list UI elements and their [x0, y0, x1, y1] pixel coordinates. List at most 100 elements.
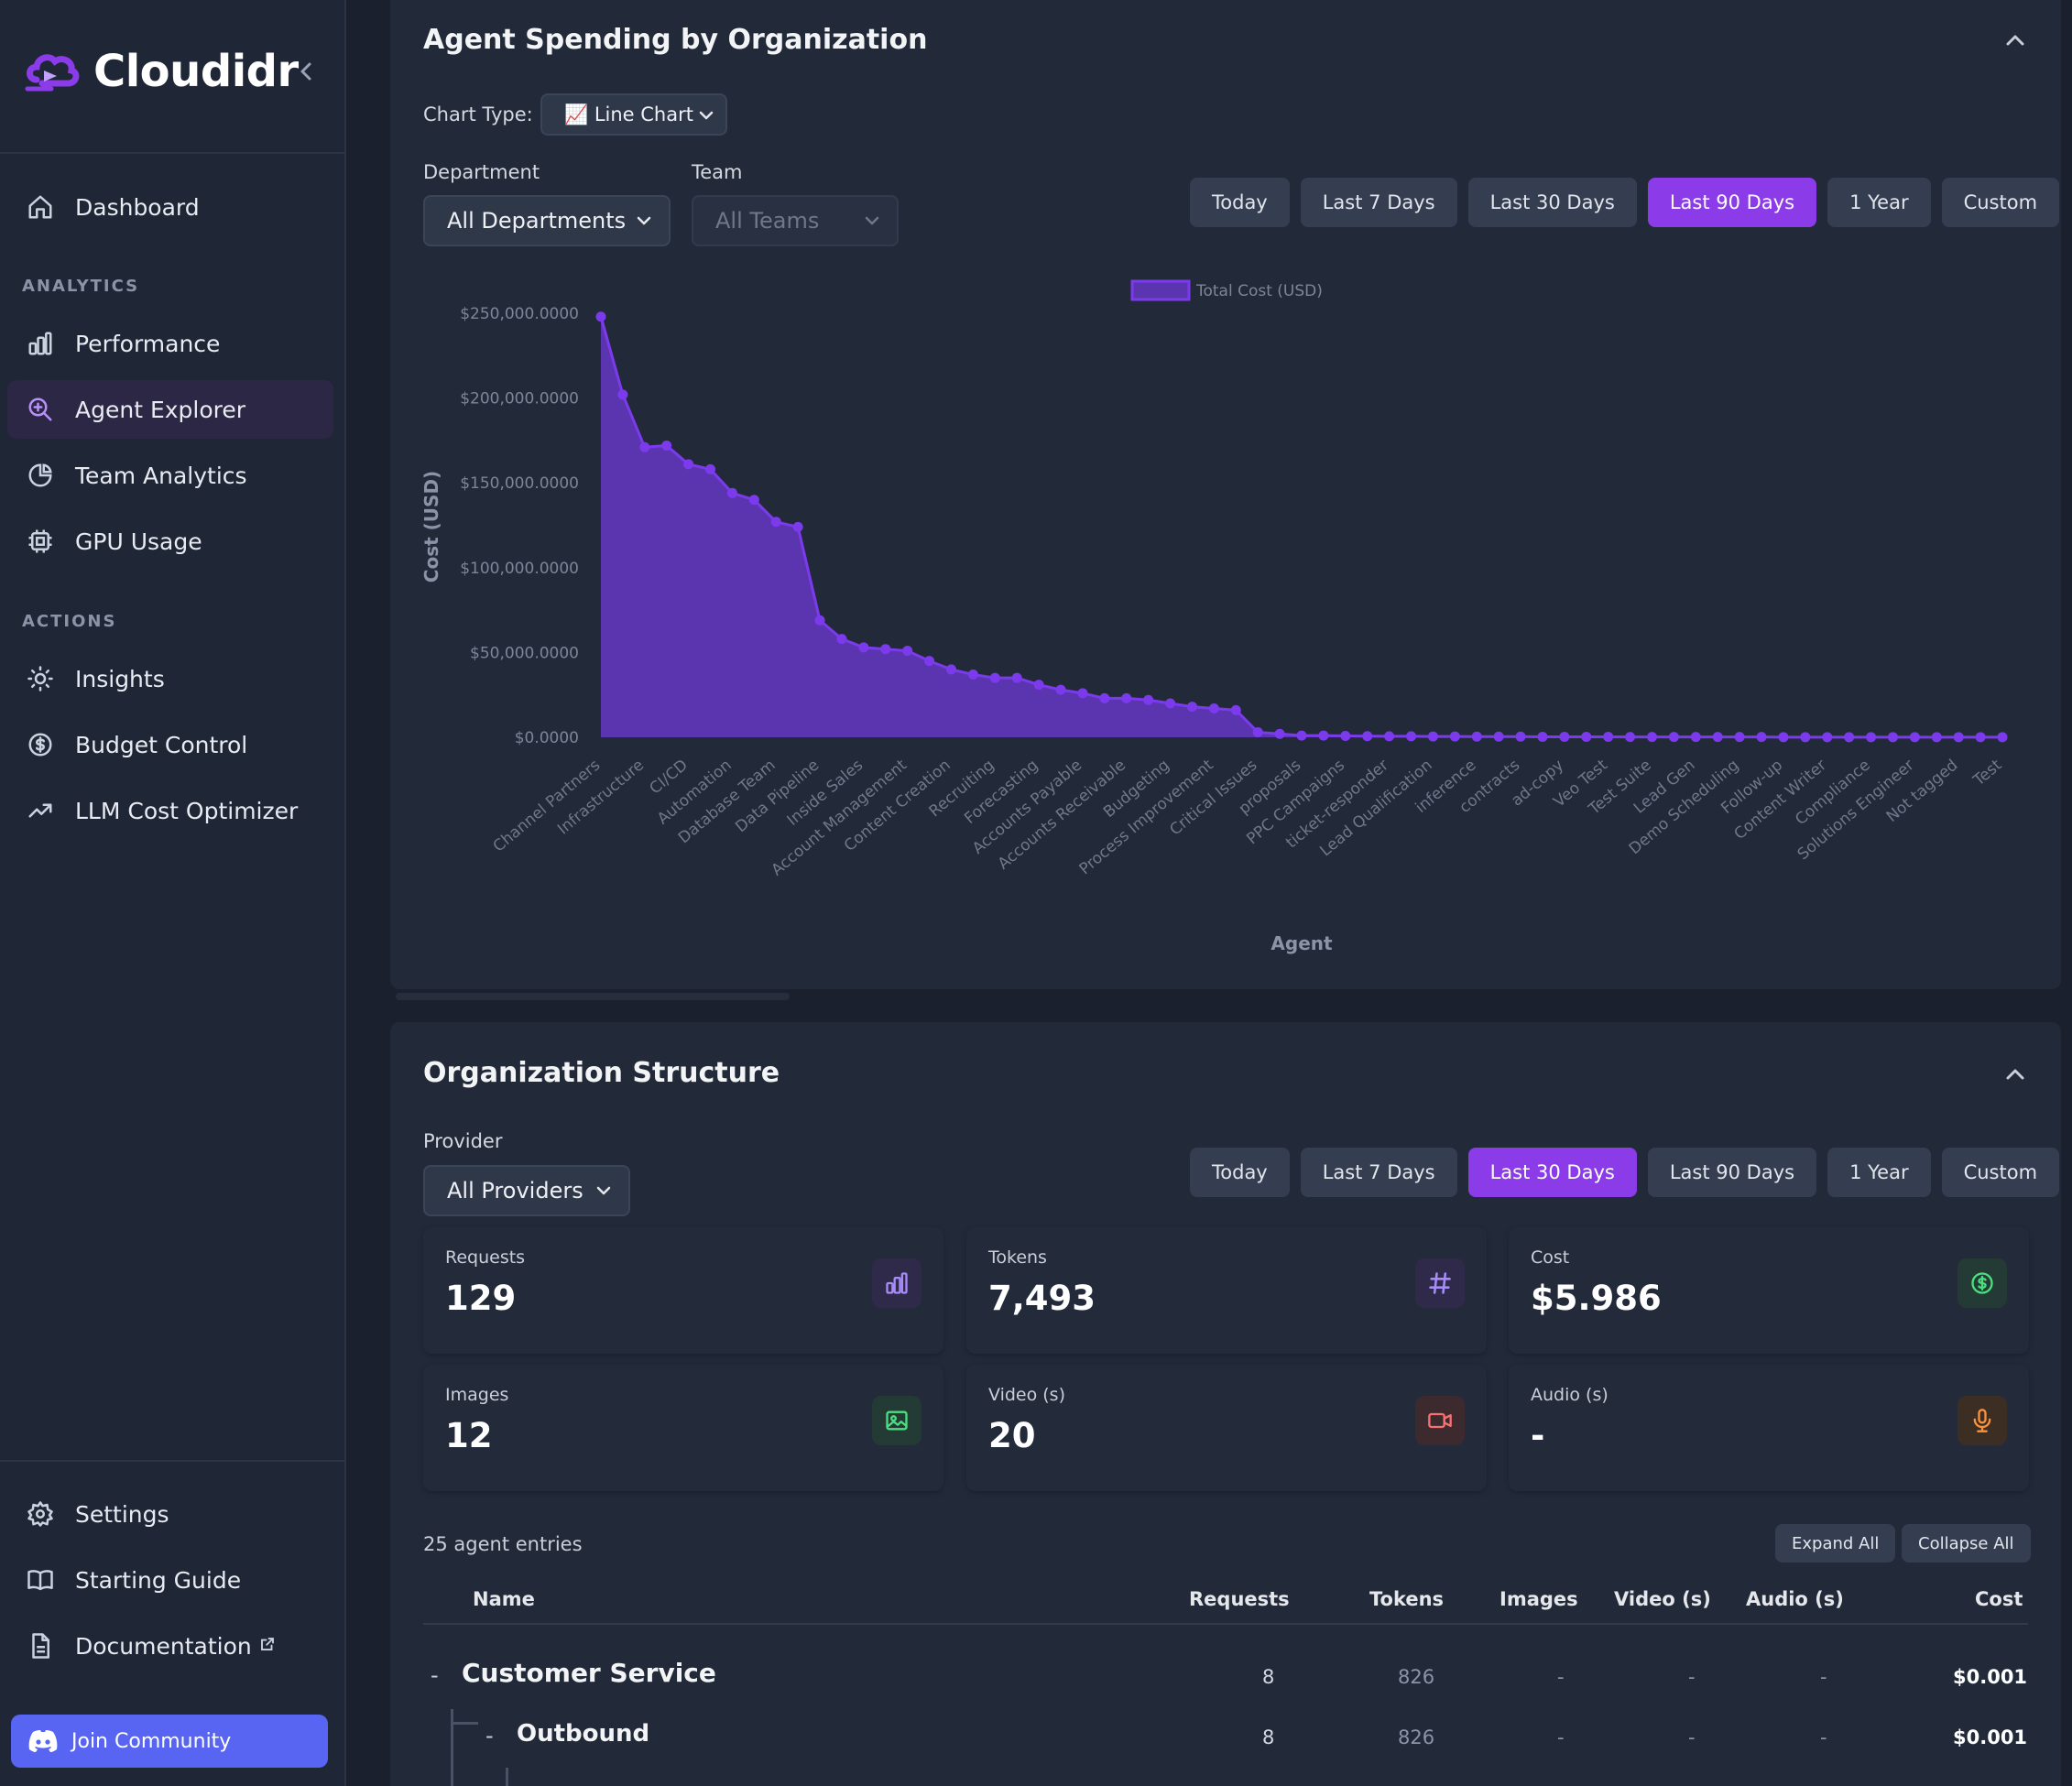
- sidebar-item-llm-cost-optimizer[interactable]: LLM Cost Optimizer: [7, 781, 333, 840]
- data-point: [595, 311, 606, 322]
- column-header-images[interactable]: Images: [1499, 1588, 1578, 1610]
- collapse-spending-button[interactable]: [2001, 26, 2030, 55]
- department-select[interactable]: All Departments: [423, 195, 671, 246]
- range-today-button[interactable]: Today: [1190, 1148, 1290, 1197]
- data-point: [1121, 692, 1132, 703]
- sidebar-item-settings[interactable]: Settings: [7, 1485, 333, 1543]
- metric-value: 20: [988, 1416, 1036, 1455]
- chevron-left-icon: [300, 62, 311, 81]
- agent-entries-count: 25 agent entries: [423, 1533, 583, 1555]
- sidebar-item-dashboard[interactable]: Dashboard: [7, 178, 333, 236]
- collapse-all-button[interactable]: Collapse All: [1902, 1524, 2031, 1563]
- row-toggle[interactable]: -: [485, 1723, 494, 1748]
- spending-date-range-group: Today Last 7 Days Last 30 Days Last 90 D…: [1190, 178, 2060, 227]
- x-tick-label: Test: [1969, 756, 2006, 790]
- range-last-90-days-button[interactable]: Last 90 Days: [1647, 178, 1817, 227]
- metric-label: Video (s): [988, 1385, 1065, 1405]
- data-point: [1800, 732, 1811, 743]
- y-tick-label: $250,000.0000: [460, 305, 579, 323]
- range-custom-button[interactable]: Custom: [1941, 178, 2060, 227]
- chevron-up-icon: [2006, 1069, 2024, 1080]
- row-toggle[interactable]: -: [431, 1662, 439, 1688]
- data-point: [1909, 732, 1920, 743]
- section-resize-handle[interactable]: [396, 993, 790, 1000]
- row-name: Outbound: [517, 1720, 650, 1748]
- data-point: [1384, 731, 1395, 742]
- brand[interactable]: Cloudidr: [24, 40, 326, 103]
- range-1-year-button[interactable]: 1 Year: [1827, 178, 1931, 227]
- provider-select[interactable]: All Providers: [423, 1165, 630, 1216]
- bar-chart-icon: [872, 1258, 921, 1308]
- collapse-organization-button[interactable]: [2001, 1060, 2030, 1089]
- metric-value: $5.986: [1531, 1279, 1662, 1318]
- row-audio: -: [1820, 1666, 1827, 1688]
- expand-all-button[interactable]: Expand All: [1775, 1524, 1896, 1563]
- range-last-30-days-button[interactable]: Last 30 Days: [1467, 1148, 1637, 1197]
- sidebar-item-agent-explorer[interactable]: Agent Explorer: [7, 380, 333, 439]
- agent-spending-title: Agent Spending by Organization: [423, 24, 928, 56]
- provider-label: Provider: [423, 1130, 503, 1152]
- x-axis-title: Agent: [1270, 932, 1333, 954]
- tokens-metric-card: Tokens 7,493: [966, 1227, 1487, 1354]
- metric-value: 7,493: [988, 1279, 1096, 1318]
- chevron-up-icon: [2006, 35, 2024, 46]
- row-video: -: [1688, 1726, 1696, 1748]
- sidebar-item-label: Agent Explorer: [75, 396, 246, 423]
- range-custom-button[interactable]: Custom: [1941, 1148, 2060, 1197]
- external-link-icon: [259, 1636, 276, 1657]
- column-header-audio[interactable]: Audio (s): [1746, 1588, 1844, 1610]
- sidebar-item-label: Performance: [75, 330, 221, 357]
- sidebar-item-label: Insights: [75, 665, 165, 692]
- sidebar-item-label: Team Analytics: [75, 462, 247, 489]
- cloudidr-logo-icon: [25, 54, 80, 92]
- sidebar-item-starting-guide[interactable]: Starting Guide: [7, 1551, 333, 1609]
- chevron-down-icon: [596, 1186, 611, 1195]
- data-point: [1778, 732, 1789, 743]
- sidebar-item-performance[interactable]: Performance: [7, 314, 333, 373]
- data-point: [946, 664, 956, 675]
- data-point: [726, 487, 737, 498]
- data-point: [1449, 731, 1460, 742]
- row-video: -: [1688, 1666, 1696, 1688]
- agent-spending-chart: $0.0000 $50,000.0000 $100,000.0000 $150,000…: [420, 279, 2008, 954]
- column-header-requests[interactable]: Requests: [1189, 1588, 1290, 1610]
- data-point: [1844, 732, 1855, 743]
- cpu-icon: [22, 523, 59, 560]
- data-point: [967, 669, 978, 680]
- chart-type-value: 📈 Line Chart: [564, 103, 693, 125]
- range-last-7-days-button[interactable]: Last 7 Days: [1300, 1148, 1457, 1197]
- range-last-90-days-button[interactable]: Last 90 Days: [1647, 1148, 1817, 1197]
- range-1-year-button[interactable]: 1 Year: [1827, 1148, 1931, 1197]
- data-point: [1208, 703, 1219, 714]
- sidebar-item-gpu-usage[interactable]: GPU Usage: [7, 512, 333, 571]
- sidebar-item-budget-control[interactable]: Budget Control: [7, 715, 333, 774]
- range-last-7-days-button[interactable]: Last 7 Days: [1300, 178, 1457, 227]
- tree-line: [506, 1768, 508, 1786]
- provider-value: All Providers: [447, 1178, 583, 1203]
- range-last-30-days-button[interactable]: Last 30 Days: [1467, 178, 1637, 227]
- audio-metric-card: Audio (s) -: [1509, 1365, 2029, 1491]
- sidebar-item-team-analytics[interactable]: Team Analytics: [7, 446, 333, 505]
- y-tick-label: $0.0000: [515, 729, 579, 747]
- sidebar-item-insights[interactable]: Insights: [7, 649, 333, 708]
- table-header-divider: [423, 1623, 2028, 1625]
- column-header-video[interactable]: Video (s): [1614, 1588, 1711, 1610]
- metric-value: 12: [445, 1416, 493, 1455]
- column-header-name[interactable]: Name: [473, 1588, 535, 1610]
- column-header-cost[interactable]: Cost: [1975, 1588, 2023, 1610]
- chart-type-select[interactable]: 📈 Line Chart: [540, 93, 727, 136]
- column-header-tokens[interactable]: Tokens: [1369, 1588, 1445, 1610]
- join-community-button[interactable]: Join Community: [11, 1715, 328, 1768]
- team-select[interactable]: All Teams: [692, 195, 899, 246]
- sidebar-item-label: LLM Cost Optimizer: [75, 797, 299, 824]
- range-today-button[interactable]: Today: [1190, 178, 1290, 227]
- lightbulb-icon: [22, 660, 59, 697]
- row-requests: 8: [1262, 1726, 1275, 1748]
- data-point: [1077, 688, 1088, 699]
- sidebar-item-documentation[interactable]: Documentation: [7, 1617, 333, 1675]
- data-point: [1427, 731, 1438, 742]
- images-metric-card: Images 12: [423, 1365, 943, 1491]
- data-point: [1756, 732, 1767, 743]
- collapse-sidebar-button[interactable]: [291, 57, 321, 86]
- data-point: [1362, 731, 1373, 742]
